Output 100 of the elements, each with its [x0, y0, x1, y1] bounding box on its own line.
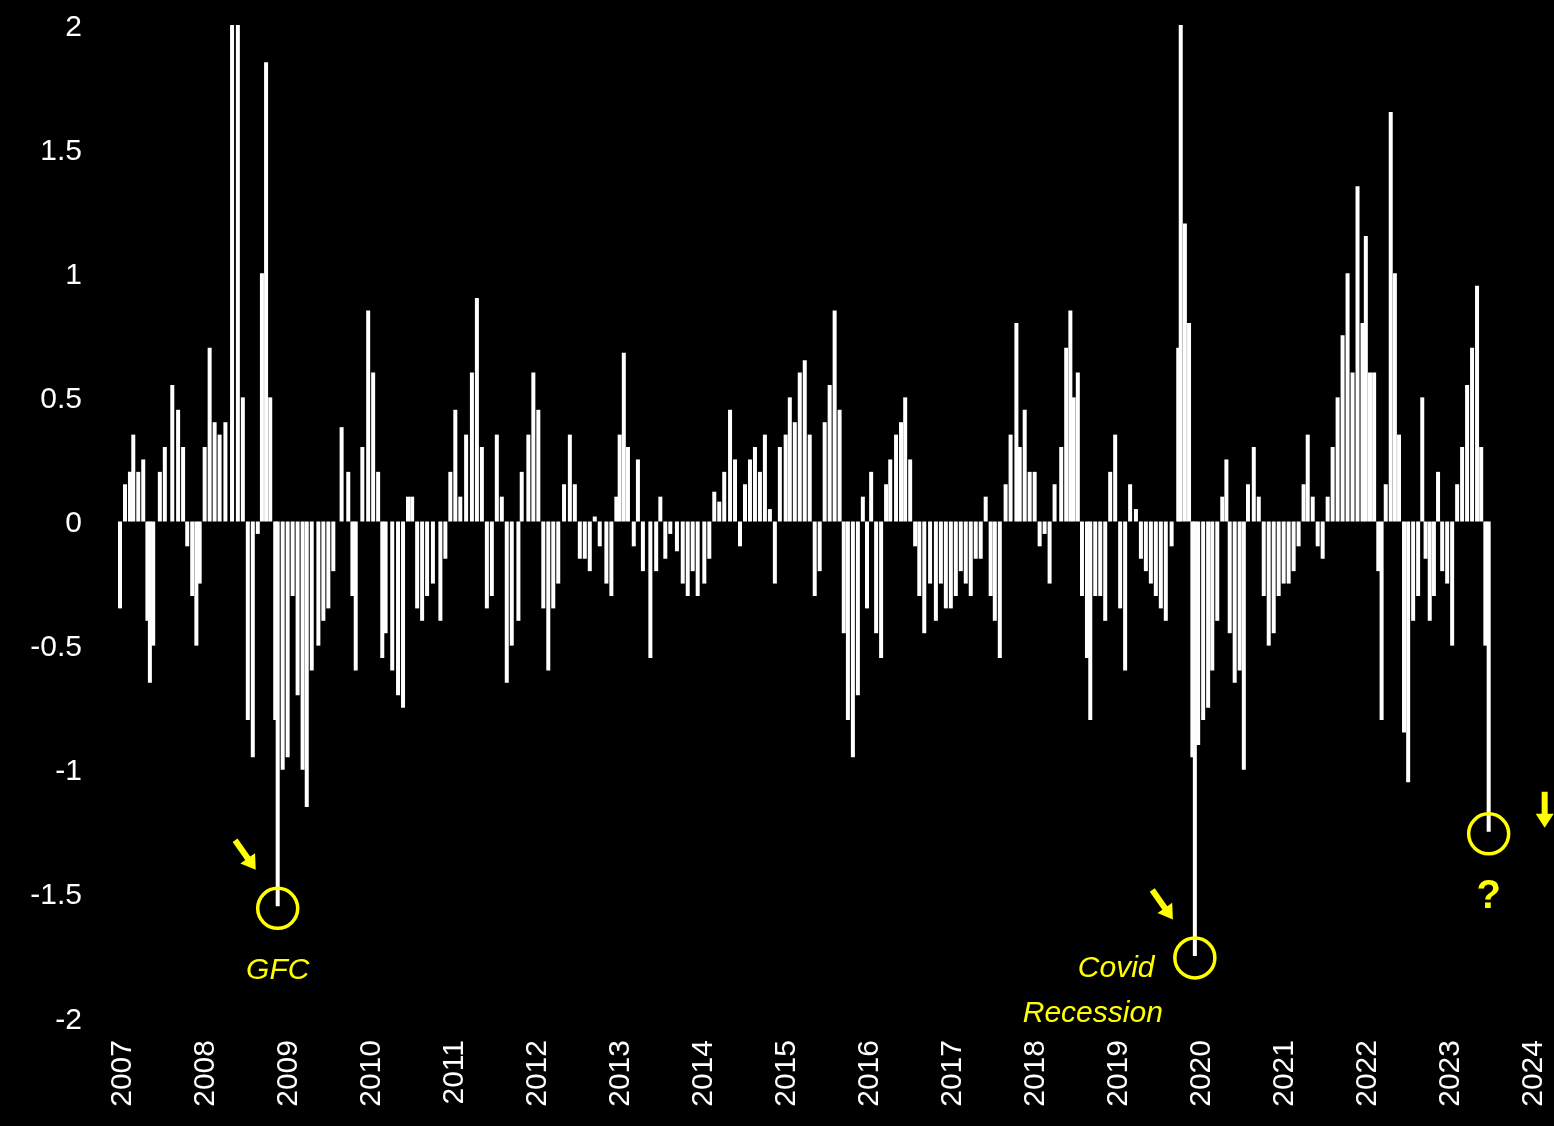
- bar: [1427, 521, 1432, 621]
- x-tick-label: 2012: [518, 1040, 552, 1107]
- bar: [339, 427, 344, 522]
- x-tick-label: 2021: [1265, 1040, 1299, 1107]
- bar: [346, 471, 351, 522]
- y-tick-label: 1.5: [40, 132, 82, 166]
- bar: [1363, 236, 1368, 522]
- y-tick-label: -1: [55, 753, 82, 787]
- x-tick-label: 2022: [1348, 1040, 1382, 1107]
- x-tick-label: 2023: [1431, 1040, 1465, 1107]
- bar: [997, 521, 1002, 659]
- x-tick-label: 2013: [601, 1040, 635, 1107]
- bar: [1047, 521, 1052, 584]
- bar: [631, 521, 636, 547]
- bar: [562, 484, 567, 522]
- bar: [597, 521, 602, 547]
- bar: [366, 310, 371, 522]
- y-tick-label: 0.5: [40, 380, 82, 414]
- bar: [1163, 521, 1168, 621]
- bar: [658, 496, 663, 522]
- bar: [1032, 471, 1037, 522]
- x-tick-label: 2010: [352, 1040, 386, 1107]
- bar: [888, 459, 893, 522]
- bar: [1486, 521, 1491, 832]
- bar: [1372, 372, 1377, 522]
- bar: [464, 434, 469, 522]
- bar: [1128, 484, 1133, 522]
- bar: [587, 521, 592, 572]
- x-tick-label: 2019: [1099, 1040, 1133, 1107]
- bar: [640, 521, 645, 572]
- bar: [654, 521, 659, 572]
- bar: [860, 496, 865, 522]
- bar: [869, 471, 874, 522]
- bar: [1436, 471, 1441, 522]
- bar: [380, 521, 385, 659]
- bar: [194, 521, 199, 646]
- x-tick-label: 2017: [933, 1040, 967, 1107]
- x-tick-label: 2007: [103, 1040, 137, 1107]
- bar: [1420, 397, 1425, 522]
- x-tick-label: 2024: [1514, 1040, 1548, 1107]
- bar: [390, 521, 395, 671]
- bar: [360, 447, 365, 522]
- y-tick-label: -0.5: [30, 629, 82, 663]
- bar: [674, 521, 679, 552]
- bar: [519, 471, 524, 522]
- bar: [430, 521, 435, 584]
- bar: [162, 447, 167, 522]
- bar: [230, 25, 235, 522]
- bar: [1245, 484, 1250, 522]
- bar: [406, 496, 411, 522]
- bar: [118, 521, 122, 609]
- bar: [1068, 310, 1073, 522]
- bar: [316, 521, 321, 646]
- bar: [777, 447, 782, 522]
- y-tick-label: -1.5: [30, 877, 82, 911]
- bar: [1169, 521, 1174, 547]
- bar: [1178, 25, 1183, 522]
- bar: [978, 521, 983, 559]
- bar: [712, 491, 717, 522]
- x-tick-label: 2020: [1182, 1040, 1216, 1107]
- bar: [983, 496, 988, 522]
- bar: [410, 496, 415, 522]
- x-tick-label: 2008: [186, 1040, 220, 1107]
- x-tick-label: 2015: [767, 1040, 801, 1107]
- bar: [635, 459, 640, 522]
- bar: [176, 409, 181, 522]
- bar: [695, 521, 700, 596]
- bar: [516, 521, 521, 621]
- bar: [592, 516, 597, 522]
- bar: [1224, 459, 1229, 522]
- bar: [865, 521, 869, 609]
- annotation: ?: [1476, 871, 1501, 916]
- bar: [903, 397, 908, 522]
- bar: [702, 521, 707, 584]
- y-tick-label: 2: [65, 8, 82, 42]
- bar: [1406, 521, 1411, 783]
- x-tick-label: 2014: [684, 1040, 718, 1107]
- bar: [1241, 521, 1246, 770]
- bar: [1388, 111, 1393, 522]
- bar: [353, 521, 358, 671]
- bar: [438, 521, 443, 621]
- bar: [1088, 521, 1093, 721]
- y-tick-label: -2: [55, 1001, 82, 1035]
- annotation: Covid Recession: [1022, 949, 1163, 1028]
- x-tick-label: 2016: [850, 1040, 884, 1107]
- bar: [1052, 484, 1057, 522]
- annotation: GFC: [246, 951, 310, 985]
- bar: [264, 62, 269, 522]
- bar: [1075, 372, 1080, 522]
- y-tick-label: 1: [65, 256, 82, 290]
- bar: [1355, 186, 1360, 522]
- x-tick-label: 2018: [1016, 1040, 1050, 1107]
- bar: [648, 521, 653, 659]
- y-tick-label: 0: [65, 505, 82, 538]
- x-tick-label: 2009: [269, 1040, 303, 1107]
- bar: [663, 521, 668, 559]
- bar: [738, 521, 743, 547]
- x-tick-label: 2011: [435, 1040, 469, 1105]
- bar: [728, 409, 733, 522]
- bar: [1379, 521, 1384, 721]
